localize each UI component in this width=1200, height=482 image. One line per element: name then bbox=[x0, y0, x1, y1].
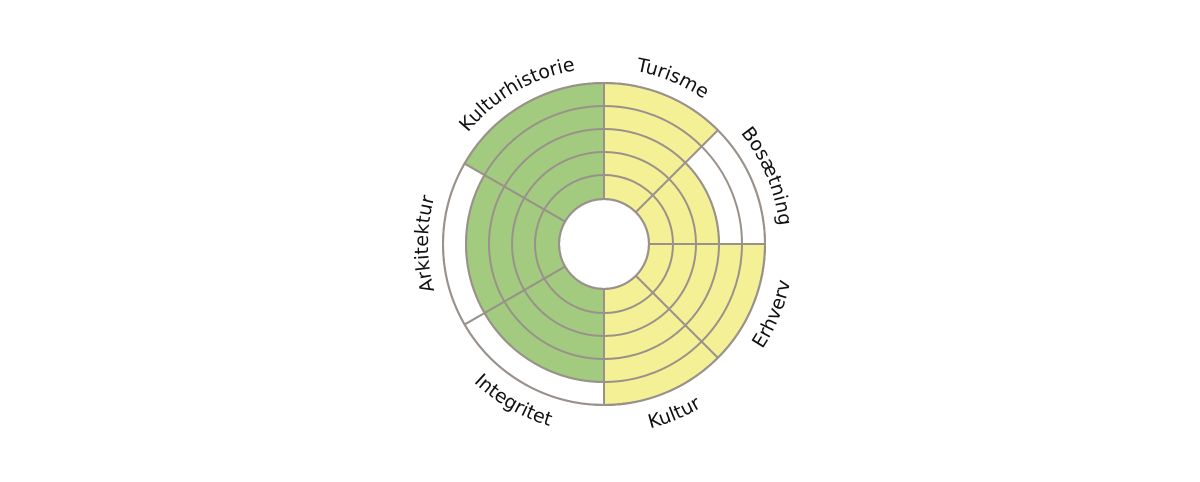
grid-rings bbox=[442, 82, 766, 406]
grid-ring-2 bbox=[511, 151, 697, 337]
grid-ring-0 bbox=[558, 198, 650, 290]
grid-ring-5 bbox=[442, 82, 766, 406]
grid-ring-3 bbox=[488, 128, 720, 360]
grid-ring-1 bbox=[534, 174, 674, 314]
grid-ring-4 bbox=[465, 105, 743, 383]
